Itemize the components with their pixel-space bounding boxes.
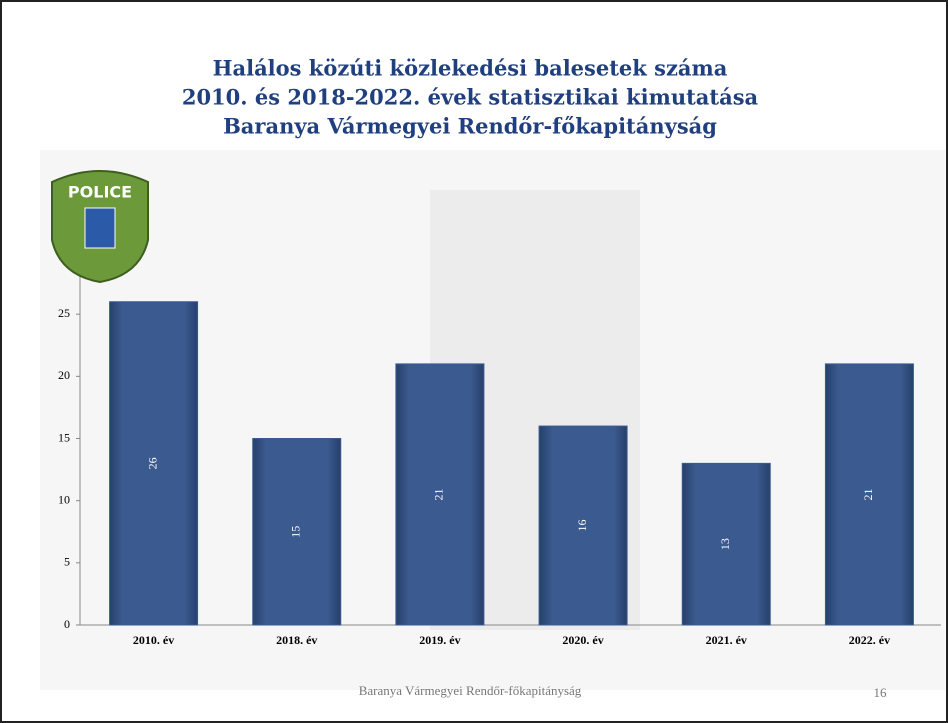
bar — [681, 462, 771, 626]
x-tick-label: 2019. év — [419, 633, 460, 647]
x-tick-label: 2022. év — [849, 633, 890, 647]
data-label: 21 — [861, 488, 875, 500]
data-label: 16 — [575, 520, 589, 532]
page-number: 16 — [874, 685, 888, 700]
logo-shield — [84, 207, 116, 249]
chart-subtitle: Baranya Vármegyei Rendőr-főkapitányság — [223, 114, 717, 139]
x-tick-label: 2010. év — [133, 633, 174, 647]
y-tick-label: 0 — [64, 617, 70, 631]
bar — [252, 438, 342, 626]
data-label: 15 — [289, 526, 303, 538]
x-tick-label: 2018. év — [276, 633, 317, 647]
data-label: 21 — [432, 488, 446, 500]
data-label: 13 — [718, 538, 732, 550]
x-tick-label: 2020. év — [562, 633, 603, 647]
y-tick-label: 25 — [58, 306, 70, 320]
chart-subtitle: 2010. és 2018-2022. évek statisztikai ki… — [182, 85, 759, 110]
y-tick-label: 15 — [58, 430, 70, 444]
y-tick-label: 10 — [58, 492, 70, 506]
footer: Baranya Vármegyei Rendőr-főkapitányság — [359, 683, 582, 698]
bar — [538, 425, 628, 626]
bar — [109, 301, 199, 626]
data-label: 26 — [145, 457, 159, 469]
y-tick-label: 5 — [64, 555, 70, 569]
bar — [395, 363, 485, 626]
chart-title: Halálos közúti közlekedési balesetek szá… — [213, 56, 728, 81]
y-tick-label: 20 — [58, 368, 70, 382]
bar — [824, 363, 914, 626]
logo-text: POLICE — [68, 183, 132, 202]
x-tick-label: 2021. év — [706, 633, 747, 647]
